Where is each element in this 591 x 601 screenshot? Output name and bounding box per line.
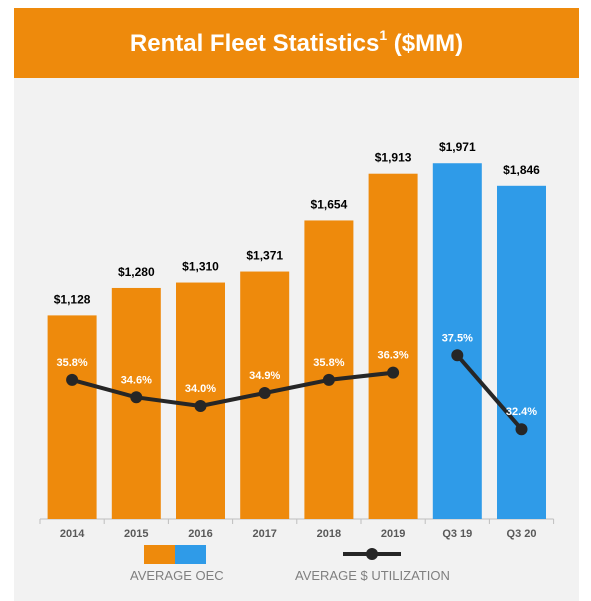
utilization-value-label: 35.8% (313, 357, 344, 369)
bar-q3-20 (497, 185, 546, 519)
utilization-marker (451, 349, 464, 362)
bar-2015 (111, 287, 161, 519)
x-tick-label: 2018 (317, 528, 341, 540)
bar-value-label: $1,128 (54, 292, 91, 306)
utilization-line (71, 370, 394, 408)
legend-oec-swatch-quarterly (175, 545, 206, 564)
bar-value-label: $1,371 (246, 249, 283, 263)
chart-title-main: Rental Fleet Statistics (129, 29, 380, 57)
utilization-value-label: 32.4% (506, 406, 537, 418)
utilization-value-label: 36.3% (377, 350, 408, 362)
legend-oec-swatch-annual (144, 545, 175, 564)
chart-panel (14, 78, 579, 601)
legend-oec-label: AVERAGE OEC (130, 568, 224, 583)
bar-value-label: $1,654 (311, 197, 348, 211)
utilization-marker (66, 373, 79, 386)
utilization-value-label: 37.5% (442, 332, 473, 344)
utilization-marker (387, 366, 400, 379)
chart-title: Rental Fleet Statistics1 ($MM) (129, 26, 464, 58)
legend-utilization-marker (366, 548, 378, 560)
x-tick-label: 2014 (60, 528, 85, 540)
x-tick-label: Q3 19 (442, 528, 472, 540)
utilization-value-label: 34.9% (249, 370, 280, 382)
bar-value-label: $1,971 (439, 140, 476, 154)
utilization-line (455, 353, 524, 431)
bar-2018 (304, 220, 354, 519)
legend-utilization-label: AVERAGE $ UTILIZATION (295, 568, 450, 583)
bar-q3-19 (432, 163, 482, 519)
x-tick-label: 2015 (124, 528, 148, 540)
bar-value-label: $1,280 (118, 265, 155, 279)
bar-value-label: $1,913 (375, 151, 412, 165)
bar-2014 (47, 315, 97, 519)
utilization-value-label: 35.8% (56, 357, 87, 369)
x-tick-label: 2019 (381, 528, 405, 540)
chart-title-footnote: 1 (379, 26, 388, 43)
utilization-marker (258, 386, 271, 399)
utilization-marker (130, 391, 143, 404)
x-tick-label: 2016 (188, 528, 212, 540)
bar-value-label: $1,846 (503, 163, 540, 177)
utilization-marker (515, 423, 528, 436)
chart-title-unit: ($MM) (387, 29, 464, 57)
utilization-value-label: 34.6% (121, 374, 152, 386)
chart-title-banner: Rental Fleet Statistics1 ($MM) (14, 8, 579, 78)
utilization-marker (194, 400, 207, 412)
utilization-marker (322, 373, 335, 386)
bar-2019 (368, 173, 418, 520)
x-tick-label: 2017 (252, 528, 276, 540)
bar-value-label: $1,310 (182, 260, 219, 274)
utilization-value-label: 34.0% (185, 383, 216, 395)
x-tick-label: Q3 20 (507, 528, 537, 540)
